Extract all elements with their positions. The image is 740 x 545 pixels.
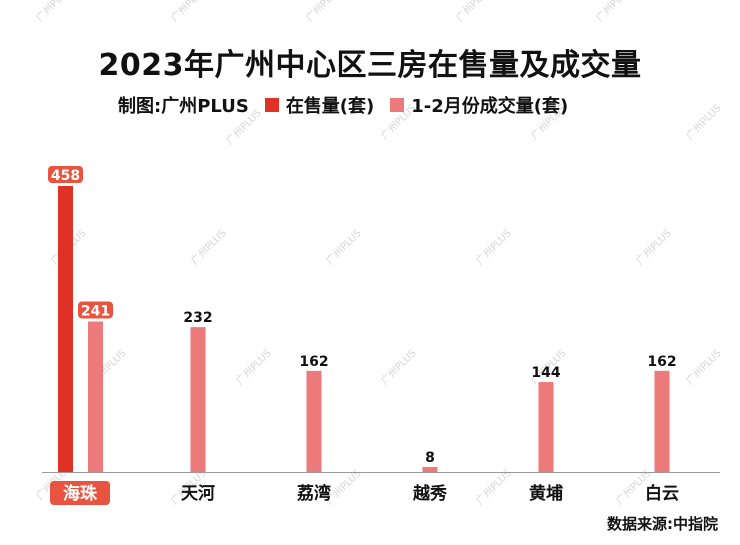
- bar-海珠-transactions: [88, 321, 103, 472]
- data-label: 458: [51, 168, 80, 184]
- category-label: 海珠: [63, 483, 98, 504]
- data-label: 144: [531, 365, 560, 381]
- legend-swatch-transactions: [390, 98, 405, 112]
- legend: 制图:广州PLUS 在售量(套) 1-2月份成交量(套): [118, 92, 568, 118]
- bar-海珠-on-sale: [58, 186, 73, 472]
- legend-label-transactions: 1-2月份成交量(套): [411, 96, 569, 117]
- bar-荔湾-transactions: [306, 370, 322, 472]
- legend-swatch-on-sale: [264, 98, 279, 112]
- category-label: 白云: [645, 483, 679, 504]
- data-label-badge: [48, 166, 83, 183]
- category-label: 天河: [181, 484, 215, 504]
- legend-maker: 制图:广州PLUS: [118, 96, 249, 117]
- bar-黄埔-transactions: [538, 382, 554, 472]
- bar-天河-transactions: [190, 327, 206, 472]
- category-label: 越秀: [412, 483, 447, 504]
- category-label: 黄埔: [529, 483, 563, 504]
- legend-label-on-sale: 在售量(套): [285, 96, 375, 117]
- data-label-badge: [78, 301, 113, 319]
- category-label-badge: [50, 481, 110, 505]
- data-label: 232: [183, 310, 212, 326]
- chart-title: 2023年广州中心区三房在售量及成交量: [98, 48, 642, 83]
- data-label: 241: [81, 304, 110, 320]
- data-label: 8: [425, 450, 435, 466]
- category-label: 荔湾: [296, 483, 331, 504]
- data-label: 162: [299, 354, 328, 370]
- data-source: 数据来源:中指院: [607, 515, 718, 533]
- bar-越秀-transactions: [422, 467, 438, 472]
- bar-白云-transactions: [654, 370, 670, 472]
- data-label: 162: [647, 354, 676, 370]
